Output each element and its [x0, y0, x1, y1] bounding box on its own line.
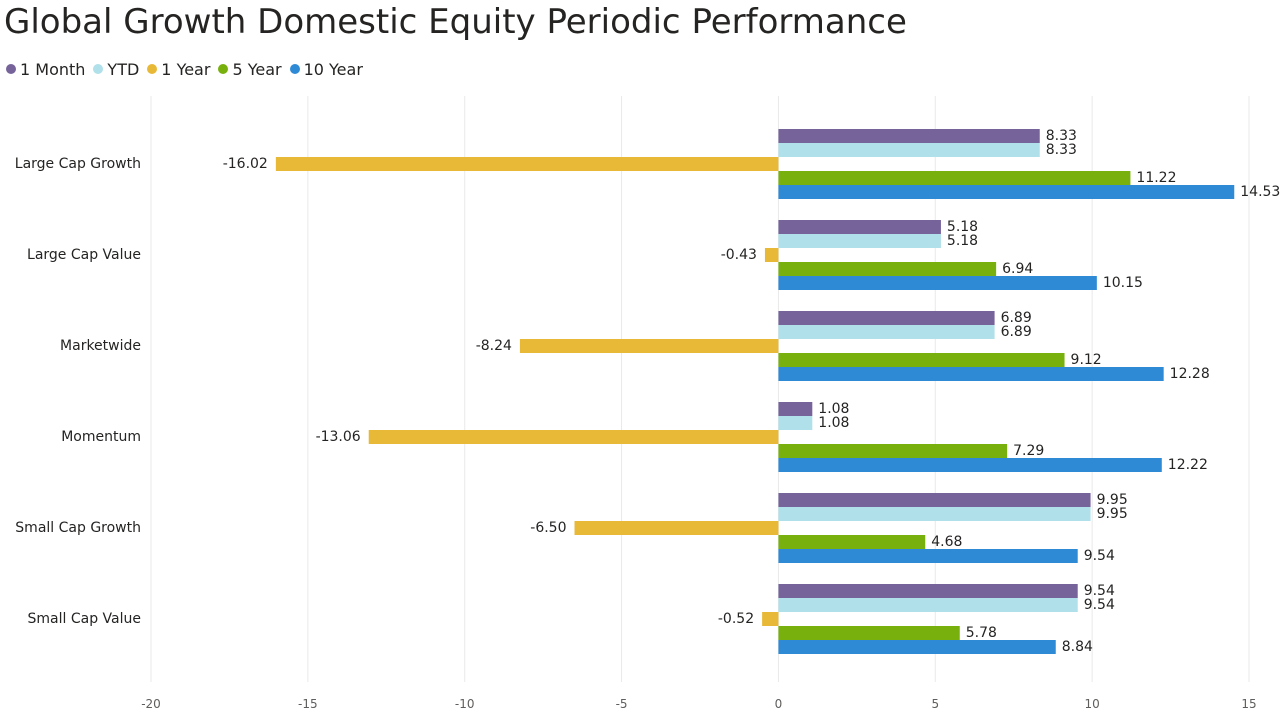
data-label: 9.54: [1084, 548, 1115, 564]
chart-title: Global Growth Domestic Equity Periodic P…: [4, 2, 907, 42]
legend-item: 1 Year: [147, 60, 210, 79]
bar: [778, 416, 813, 430]
legend-item: 5 Year: [218, 59, 282, 79]
legend-swatch: [147, 64, 158, 74]
data-label: 7.29: [1013, 443, 1044, 459]
bar: [368, 430, 779, 444]
data-label: -13.06: [316, 429, 361, 445]
bar: [275, 157, 779, 171]
bar: [778, 325, 995, 339]
data-label: 1.08: [818, 415, 849, 431]
category-label: Momentum: [61, 429, 141, 445]
bar: [778, 493, 1091, 507]
data-label: 5.78: [966, 625, 997, 641]
data-label: -6.50: [530, 520, 566, 536]
data-label: -8.24: [476, 338, 512, 354]
bar: [762, 612, 779, 626]
legend-label: YTD: [107, 59, 140, 79]
data-label: 8.84: [1062, 639, 1093, 655]
data-label: 1.08: [818, 401, 849, 417]
x-tick-label: -20: [141, 697, 161, 711]
bar: [778, 171, 1131, 185]
data-label: 8.33: [1046, 128, 1077, 144]
data-label: 14.53: [1240, 184, 1280, 200]
legend-item: 1 Month: [6, 60, 85, 79]
legend-item: YTD: [93, 60, 139, 79]
data-label: 9.54: [1084, 597, 1115, 613]
category-label: Large Cap Value: [27, 247, 141, 263]
bar: [778, 220, 941, 234]
bar: [778, 640, 1056, 654]
data-label: 5.18: [947, 233, 978, 249]
legend-swatch: [93, 64, 104, 74]
data-label: 12.28: [1170, 366, 1210, 382]
data-label: 11.22: [1136, 170, 1176, 186]
bar: [778, 143, 1040, 157]
legend-label: 10 Year: [303, 59, 363, 79]
legend-label: 1 Year: [161, 59, 211, 79]
x-tick-label: 10: [1085, 697, 1100, 711]
data-label: 6.94: [1002, 261, 1033, 277]
x-tick-label: -10: [455, 697, 475, 711]
category-label: Small Cap Growth: [15, 520, 141, 536]
data-label: 4.68: [931, 534, 962, 550]
x-tick-label: 0: [775, 697, 783, 711]
bar: [778, 584, 1078, 598]
data-label: 5.18: [947, 219, 978, 235]
legend-swatch: [218, 64, 229, 74]
bar: [778, 626, 960, 640]
data-label: 9.54: [1084, 583, 1115, 599]
bar: [764, 248, 779, 262]
data-label: 8.33: [1046, 142, 1077, 158]
bar: [778, 185, 1235, 199]
legend-label: 5 Year: [232, 59, 282, 79]
bar: [778, 262, 997, 276]
bar: [778, 507, 1091, 521]
category-label: Small Cap Value: [28, 611, 141, 627]
bar: [778, 402, 813, 416]
bar: [778, 129, 1040, 143]
bar: [778, 353, 1065, 367]
bar: [778, 367, 1164, 381]
data-label: 9.95: [1097, 506, 1128, 522]
category-label: Large Cap Growth: [15, 156, 141, 172]
bar: [778, 276, 1097, 290]
category-label: Marketwide: [60, 338, 141, 354]
data-label: 9.95: [1097, 492, 1128, 508]
legend-label: 1 Month: [20, 59, 86, 79]
legend-item: 10 Year: [289, 59, 363, 79]
bar: [574, 521, 779, 535]
data-label: -16.02: [223, 156, 268, 172]
data-label: -0.43: [721, 247, 757, 263]
data-label: 6.89: [1001, 310, 1032, 326]
bar: [778, 535, 926, 549]
legend: 1 Month YTD 1 Year 5 Year 10 Year: [6, 58, 371, 80]
legend-swatch: [289, 64, 300, 74]
x-tick-label: 5: [931, 697, 939, 711]
data-label: 12.22: [1168, 457, 1208, 473]
bar: [778, 311, 995, 325]
bar: [778, 458, 1162, 472]
bar: [519, 339, 779, 353]
legend-swatch: [6, 64, 16, 74]
data-label: -0.52: [718, 611, 754, 627]
data-label: 9.12: [1071, 352, 1102, 368]
data-label: 6.89: [1001, 324, 1032, 340]
bar: [778, 444, 1008, 458]
bar: [778, 234, 941, 248]
x-tick-label: 15: [1241, 697, 1256, 711]
data-label: 10.15: [1103, 275, 1143, 291]
bar: [778, 598, 1078, 612]
x-tick-label: -15: [298, 697, 318, 711]
x-tick-label: -5: [616, 697, 628, 711]
bar: [778, 549, 1078, 563]
